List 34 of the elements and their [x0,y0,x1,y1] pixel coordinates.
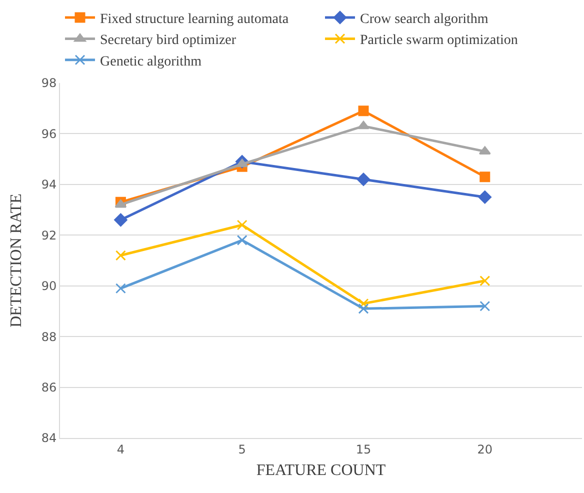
legend-label: Secretary bird optimizer [100,33,236,48]
x-tick-label: 20 [477,442,493,456]
y-tick-label: 86 [41,380,57,394]
point [480,300,490,312]
y-tick-label: 92 [41,228,57,242]
y-tick-label: 98 [41,76,57,90]
point [358,106,369,116]
point [236,234,248,246]
x-tick-label: 15 [356,442,372,456]
point [236,158,248,168]
point [236,220,248,230]
point [115,283,126,294]
y-tick-label: 94 [41,178,57,192]
point [115,250,126,261]
x-axis-title: FEATURE COUNT [256,462,386,480]
y-axis-title: DETECTION RATE [8,194,26,328]
point [358,303,369,314]
point [480,276,490,286]
point [480,172,490,182]
point [358,120,370,130]
legend-label: Particle swarm optimization [360,33,518,48]
legend-label: Genetic algorithm [100,54,202,70]
x-tick-label: 4 [116,442,125,456]
legend-label: Crow search algorithm [360,12,488,27]
y-tick-label: 84 [41,431,57,446]
point [114,213,128,227]
point [356,172,370,186]
x-tick-label: 5 [238,442,246,456]
point [478,190,492,204]
point [114,199,127,208]
y-tick-label: 90 [41,279,57,294]
y-tick-label: 88 [41,330,57,344]
y-tick-label: 96 [41,126,57,141]
legend-label: Fixed structure learning automata [100,12,290,27]
